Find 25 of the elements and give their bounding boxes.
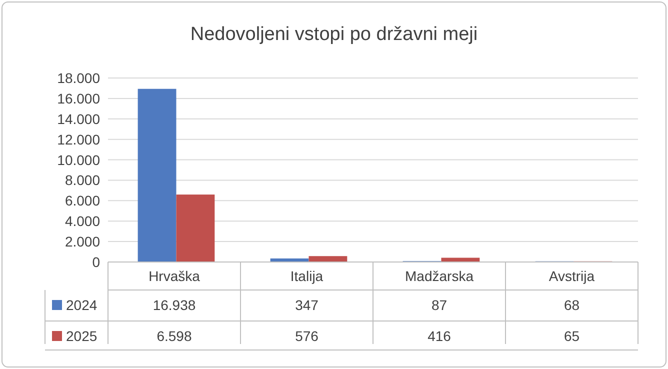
y-tick-label: 10.000 (57, 152, 100, 168)
y-tick-label: 0 (92, 254, 100, 270)
y-tick-label: 2.000 (64, 234, 100, 250)
y-tick-label: 16.000 (57, 90, 100, 106)
data-label: 65 (564, 328, 580, 344)
y-tick-label: 6.000 (64, 192, 100, 209)
data-label: 576 (295, 328, 319, 344)
data-label: 347 (295, 297, 319, 313)
x-tick-label: Madžarska (405, 268, 474, 284)
legend-label: 2025 (66, 328, 98, 344)
data-label: 16.938 (152, 297, 196, 313)
data-label: 68 (564, 297, 580, 313)
x-tick-label: Hrvaška (148, 268, 200, 284)
data-label: 87 (431, 297, 448, 313)
y-tick-label: 4.000 (64, 213, 100, 230)
y-tick-label: 8.000 (64, 172, 100, 188)
data-label: 6.598 (156, 328, 192, 344)
chart-title: Nedovoljeni vstopi po državni meji (190, 24, 478, 45)
y-tick-label: 18.000 (57, 70, 100, 86)
x-tick-label: Avstrija (548, 268, 595, 284)
y-tick-label: 14.000 (57, 110, 100, 127)
y-tick-label: 12.000 (57, 131, 100, 148)
data-label: 416 (428, 328, 452, 344)
legend-label: 2024 (66, 297, 98, 313)
x-tick-label: Italija (290, 268, 324, 284)
